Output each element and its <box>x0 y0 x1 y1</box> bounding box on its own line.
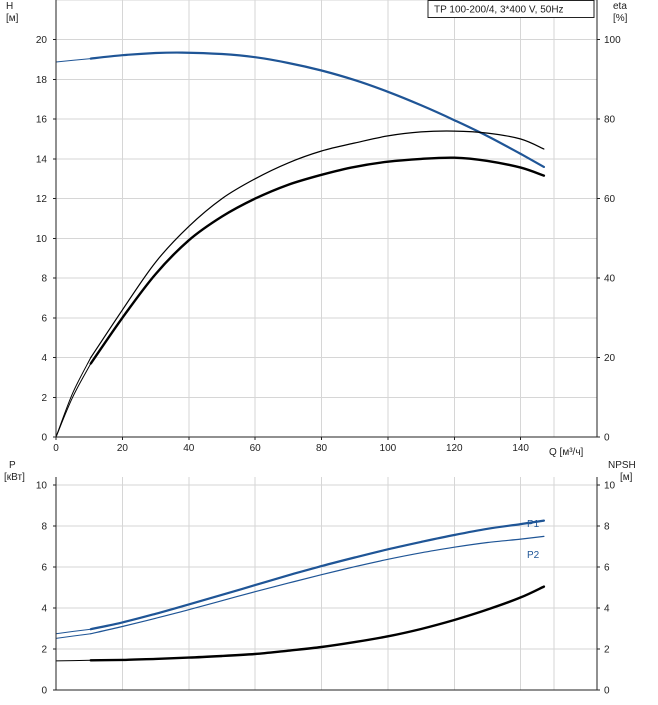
lower-y-tick-label: 10 <box>36 481 48 492</box>
lower-series-line-5 <box>55 659 92 662</box>
lower-y2-tick-label: 4 <box>604 604 610 615</box>
lower-y2-axis-title-line2: [м] <box>620 472 633 483</box>
upper-y-tick-label: 18 <box>36 75 48 86</box>
x-tick-label: 0 <box>53 443 59 454</box>
lower-y-tick-label: 6 <box>41 563 47 574</box>
x-tick-label: 120 <box>446 443 463 454</box>
upper-series-line-1 <box>55 58 92 63</box>
x-tick-label: 140 <box>512 443 529 454</box>
lower-y2-tick-label: 6 <box>604 563 610 574</box>
upper-y-tick-label: 10 <box>36 234 48 245</box>
lower-y-tick-label: 2 <box>41 645 47 656</box>
lower-series-line-1 <box>55 628 92 635</box>
upper-y-tick-label: 14 <box>36 154 48 165</box>
legend-box-text: TP 100-200/4, 3*400 V, 50Hz <box>434 5 564 16</box>
upper-y2-tick-label: 100 <box>604 35 621 46</box>
lower-y2-tick-label: 0 <box>604 686 610 697</box>
lower-panel-series <box>55 519 546 662</box>
lower-panel-grid <box>55 477 597 691</box>
upper-y-tick-label: 16 <box>36 115 48 126</box>
lower-series-line-3 <box>55 633 92 639</box>
x-axis-title: Q [м³/ч] <box>549 447 584 458</box>
upper-y2-tick-label: 40 <box>604 274 616 285</box>
series-line-p1 <box>89 519 545 631</box>
upper-series-line-0 <box>89 51 545 168</box>
lower-y-tick-label: 0 <box>41 686 47 697</box>
series-label-p2: P2 <box>527 550 540 561</box>
series-line-p2 <box>90 535 545 635</box>
lower-y-tick-label: 4 <box>41 604 47 615</box>
upper-y2-axis-title-line1: eta <box>613 1 627 12</box>
x-tick-label: 20 <box>117 443 129 454</box>
upper-panel-grid <box>55 0 597 438</box>
series-label-p1: P1 <box>527 519 540 530</box>
upper-y-tick-label: 0 <box>41 433 47 444</box>
upper-y-tick-label: 8 <box>41 274 47 285</box>
tick-labels: 0 20 40 60 80 100 120 1400246810121416182002040… <box>36 35 621 696</box>
lower-y-tick-label: 8 <box>41 522 47 533</box>
upper-y2-tick-label: 80 <box>604 115 616 126</box>
upper-y-axis-title-line2: [м] <box>6 13 19 24</box>
upper-y-tick-label: 4 <box>41 353 47 364</box>
upper-y-tick-label: 2 <box>41 393 47 404</box>
lower-y2-tick-label: 2 <box>604 645 610 656</box>
upper-y-tick-label: 20 <box>36 35 48 46</box>
x-tick-label: 100 <box>380 443 397 454</box>
lower-y-axis-title-line2: [кВт] <box>4 472 25 483</box>
upper-panel-series <box>55 51 546 438</box>
x-tick-label: 40 <box>183 443 195 454</box>
upper-series-line-5 <box>55 363 92 438</box>
upper-y2-axis-title-line2: [%] <box>613 13 628 24</box>
upper-series-line-4 <box>89 156 546 365</box>
lower-y2-tick-label: 10 <box>604 481 616 492</box>
upper-y-axis-title-line1: H <box>6 1 13 12</box>
axes <box>53 0 600 691</box>
legend-box <box>427 0 595 18</box>
lower-y-axis-title-line1: P <box>9 460 16 471</box>
upper-y-tick-label: 12 <box>36 194 48 205</box>
lower-y2-axis-title-line1: NPSH <box>608 460 636 471</box>
upper-y2-tick-label: 0 <box>604 433 610 444</box>
x-tick-label: 80 <box>316 443 328 454</box>
lower-series-line-4 <box>89 585 546 662</box>
upper-series-line-2 <box>90 130 545 359</box>
upper-y2-tick-label: 20 <box>604 353 616 364</box>
upper-y2-tick-label: 60 <box>604 194 616 205</box>
lower-y2-tick-label: 8 <box>604 522 610 533</box>
upper-y-tick-label: 6 <box>41 313 47 324</box>
x-tick-label: 60 <box>250 443 262 454</box>
